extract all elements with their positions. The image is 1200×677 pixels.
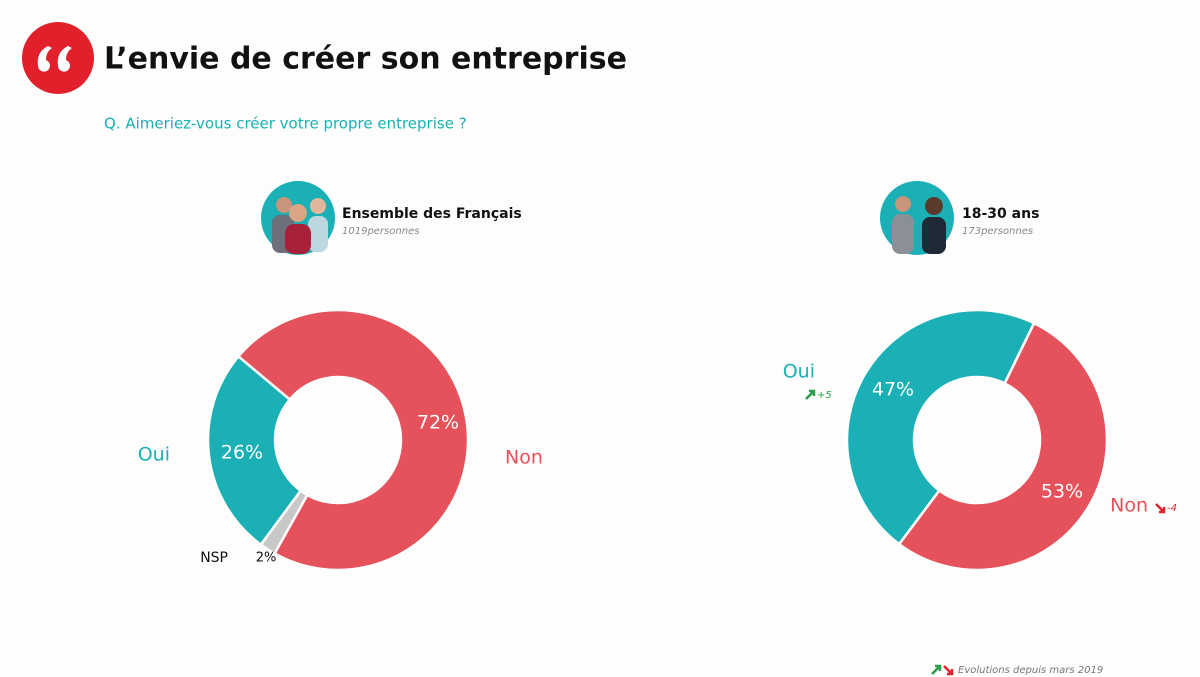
value-label: 53% [1041, 481, 1083, 503]
donut-slice [206, 354, 303, 547]
avatar [261, 181, 335, 255]
category-label: Oui [783, 361, 815, 383]
value-label: 47% [872, 379, 914, 401]
category-label: NSP [200, 550, 228, 566]
value-label: 2% [256, 551, 277, 566]
donut-slice [845, 308, 1036, 546]
group-title: Ensemble des Français [342, 206, 522, 222]
group-title: 18-30 ans [962, 206, 1039, 222]
change-arrow [805, 389, 816, 400]
question: Q. Aimeriez-vous créer votre propre entr… [104, 115, 467, 133]
group-subtitle: 173personnes [962, 226, 1033, 237]
donut-slice [897, 321, 1109, 572]
legend-arrows [931, 664, 954, 676]
logo [22, 22, 94, 94]
change-label: -4 [1167, 503, 1177, 514]
group-subtitle: 1019personnes [342, 226, 419, 237]
category-label: Non [1110, 495, 1148, 517]
avatar [880, 181, 954, 255]
change-arrow [1155, 503, 1166, 514]
value-label: 26% [221, 442, 263, 464]
category-label: Non [505, 447, 543, 469]
page-title: L’envie de créer son entreprise [104, 42, 627, 77]
category-label: Oui [138, 444, 170, 466]
value-label: 72% [417, 412, 459, 434]
footnote: Evolutions depuis mars 2019 [958, 665, 1103, 676]
change-label: +5 [817, 390, 832, 401]
donut-slice [236, 308, 470, 572]
